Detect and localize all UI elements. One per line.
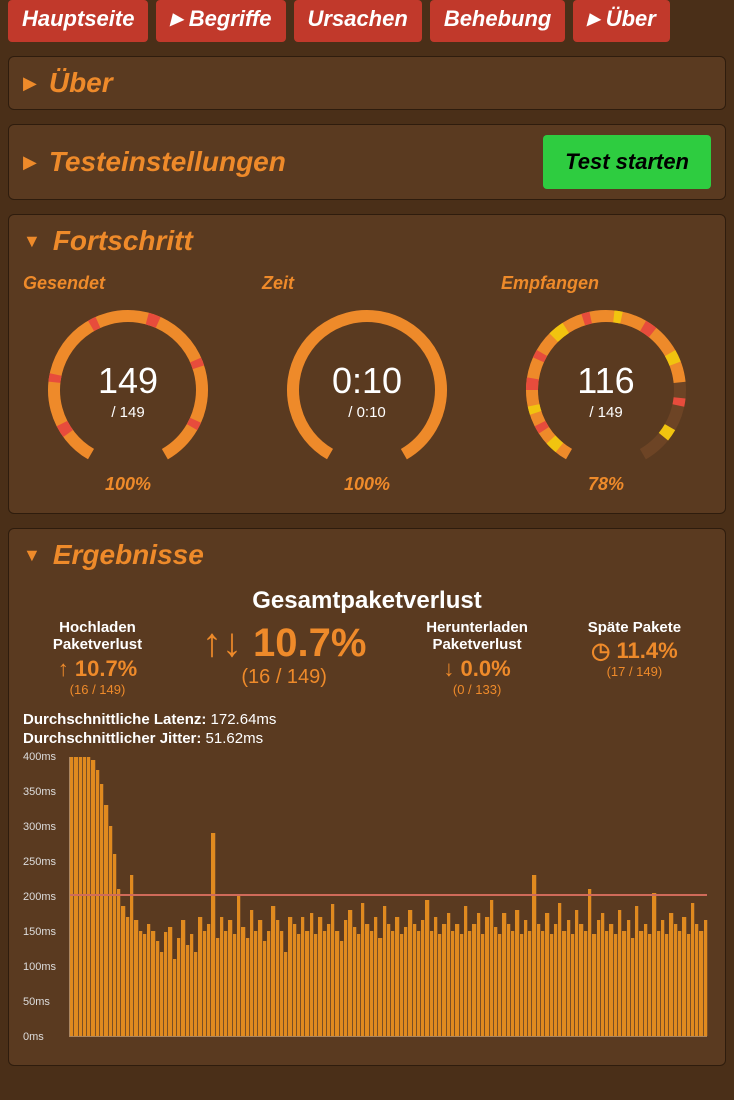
avg-latency-line	[70, 894, 707, 896]
stat-total-sub: (16 / 149)	[202, 666, 367, 689]
panel-settings-title: Testeinstellungen	[49, 146, 286, 178]
collapse-icon: ▼	[23, 545, 41, 566]
nav-btn-behebung[interactable]: Behebung	[430, 0, 566, 42]
panel-results-body: Gesamtpaketverlust Hochladen Paketverlus…	[9, 581, 725, 1065]
y-axis-label: 0ms	[23, 1031, 44, 1043]
latency-chart: 0ms50ms100ms150ms200ms250ms300ms350ms400…	[23, 757, 711, 1047]
stat-total: ↑↓ 10.7% (16 / 149)	[202, 619, 367, 689]
top-nav: Hauptseite ▶ Begriffe Ursachen Behebung ▶ Über	[8, 0, 726, 42]
panel-settings-header[interactable]: ▶ Testeinstellungen Test starten	[9, 125, 725, 199]
nav-btn-ursachen[interactable]: Ursachen	[294, 0, 422, 42]
stat-late: Späte Pakete ◷ 11.4% (17 / 149)	[588, 619, 681, 679]
panel-results: ▼ Ergebnisse Gesamtpaketverlust Hochlade…	[8, 528, 726, 1066]
gauge-time: Zeit0:10/ 0:10100%	[262, 273, 472, 495]
panel-progress-body: Gesendet149/ 149100%Zeit0:10/ 0:10100%Em…	[9, 267, 725, 513]
gauge-value: 149	[98, 360, 158, 402]
nav-btn-label: Hauptseite	[22, 6, 134, 32]
clock-icon: ◷	[591, 638, 610, 663]
chevron-right-icon: ▶	[170, 9, 182, 29]
nav-btn-label: Behebung	[444, 6, 552, 32]
gauge-ring: 149 / 149	[38, 300, 218, 480]
gauge-center: 0:10 / 0:10	[277, 300, 457, 480]
y-axis-label: 300ms	[23, 821, 56, 833]
panel-progress-header[interactable]: ▼ Fortschritt	[9, 215, 725, 267]
nav-btn-begriffe[interactable]: ▶ Begriffe	[156, 0, 285, 42]
panel-settings: ▶ Testeinstellungen Test starten	[8, 124, 726, 200]
gauge-label: Gesendet	[23, 273, 233, 294]
stat-late-value: ◷ 11.4%	[588, 638, 681, 664]
stat-download-value: ↓ 0.0%	[426, 656, 528, 682]
stat-upload-label: Hochladen Paketverlust	[53, 619, 142, 654]
gauge-received: Empfangen116/ 14978%	[501, 273, 711, 495]
stat-download-sub: (0 / 133)	[426, 682, 528, 697]
panel-about-header[interactable]: ▶ Über	[9, 57, 725, 109]
nav-btn-label: Ursachen	[308, 6, 408, 32]
y-axis-label: 250ms	[23, 856, 56, 868]
bars	[70, 757, 707, 1036]
panel-results-header[interactable]: ▼ Ergebnisse	[9, 529, 725, 581]
gauge-sub: / 149	[589, 404, 622, 421]
arrows-updown-icon: ↑↓	[202, 621, 242, 665]
y-axis-label: 350ms	[23, 786, 56, 798]
stat-download-label: Herunterladen Paketverlust	[426, 619, 528, 654]
stat-late-label: Späte Pakete	[588, 619, 681, 636]
y-axis-label: 400ms	[23, 751, 56, 763]
chevron-right-icon: ▶	[587, 9, 599, 29]
stat-download: Herunterladen Paketverlust ↓ 0.0% (0 / 1…	[426, 619, 528, 697]
y-axis-label: 50ms	[23, 996, 50, 1008]
nav-btn-über[interactable]: ▶ Über	[573, 0, 669, 42]
gauge-sub: / 149	[111, 404, 144, 421]
gauge-sent: Gesendet149/ 149100%	[23, 273, 233, 495]
nav-btn-hauptseite[interactable]: Hauptseite	[8, 0, 148, 42]
expand-icon: ▶	[23, 73, 37, 94]
panel-about: ▶ Über	[8, 56, 726, 110]
y-axis-label: 200ms	[23, 891, 56, 903]
gauge-value: 116	[577, 360, 634, 402]
expand-icon: ▶	[23, 152, 37, 173]
panel-results-title: Ergebnisse	[53, 539, 204, 571]
jitter-line: Durchschnittlicher Jitter: 51.62ms	[23, 730, 711, 747]
gauge-center: 149 / 149	[38, 300, 218, 480]
gauge-ring: 116 / 149	[516, 300, 696, 480]
gauge-center: 116 / 149	[516, 300, 696, 480]
panel-progress: ▼ Fortschritt Gesendet149/ 149100%Zeit0:…	[8, 214, 726, 514]
nav-btn-label: Begriffe	[189, 6, 272, 32]
latency-bar	[704, 920, 708, 1035]
chart-area	[69, 757, 707, 1037]
stats-row: Hochladen Paketverlust ↑ 10.7% (16 / 149…	[23, 619, 711, 697]
gauge-ring: 0:10 / 0:10	[277, 300, 457, 480]
nav-btn-label: Über	[606, 6, 656, 32]
total-loss-title: Gesamtpaketverlust	[23, 587, 711, 615]
stat-total-value: ↑↓ 10.7%	[202, 621, 367, 666]
start-test-button[interactable]: Test starten	[543, 135, 711, 189]
arrow-up-icon: ↑	[58, 656, 69, 681]
arrow-down-icon: ↓	[443, 656, 454, 681]
panel-progress-title: Fortschritt	[53, 225, 193, 257]
stat-upload: Hochladen Paketverlust ↑ 10.7% (16 / 149…	[53, 619, 142, 697]
collapse-icon: ▼	[23, 231, 41, 252]
y-axis-label: 150ms	[23, 926, 56, 938]
stat-upload-value: ↑ 10.7%	[53, 656, 142, 682]
stat-late-sub: (17 / 149)	[588, 664, 681, 679]
gauge-label: Empfangen	[501, 273, 711, 294]
gauge-sub: / 0:10	[348, 404, 386, 421]
stat-upload-sub: (16 / 149)	[53, 682, 142, 697]
gauge-label: Zeit	[262, 273, 472, 294]
gauges-row: Gesendet149/ 149100%Zeit0:10/ 0:10100%Em…	[23, 273, 711, 495]
latency-line: Durchschnittliche Latenz: 172.64ms	[23, 711, 711, 728]
y-axis-label: 100ms	[23, 961, 56, 973]
gauge-value: 0:10	[332, 360, 402, 402]
panel-about-title: Über	[49, 67, 113, 99]
